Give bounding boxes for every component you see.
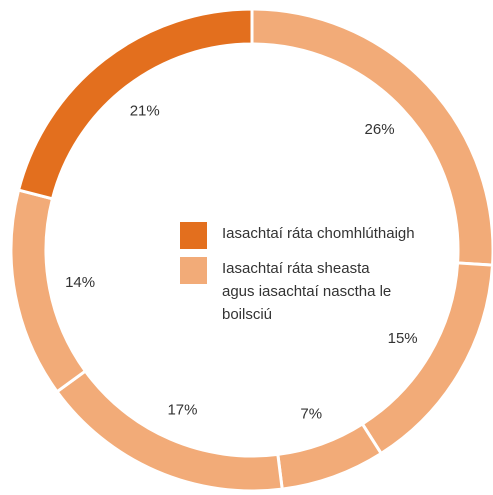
value-label: 17% <box>167 402 197 419</box>
legend-item: Iasachtaí ráta chomhlúthaigh <box>180 222 493 249</box>
value-label: 15% <box>388 330 418 347</box>
legend: Iasachtaí ráta chomhlúthaigh Iasachtaí rá… <box>180 222 493 334</box>
legend-label: Iasachtaí ráta chomhlúthaigh <box>222 225 415 242</box>
value-label: 14% <box>65 274 95 291</box>
legend-swatch <box>180 257 207 284</box>
segment <box>9 188 88 394</box>
legend-item: Iasachtaí ráta sheasta agus iasachtaí na… <box>180 257 493 326</box>
value-label: 26% <box>365 121 395 138</box>
value-label: 21% <box>130 103 160 120</box>
segment <box>54 368 284 493</box>
segment <box>276 421 384 491</box>
legend-swatch <box>180 222 207 249</box>
value-label: 7% <box>300 406 322 423</box>
segment <box>16 7 254 201</box>
legend-label: Iasachtaí ráta sheasta agus iasachtaí na… <box>222 260 392 323</box>
